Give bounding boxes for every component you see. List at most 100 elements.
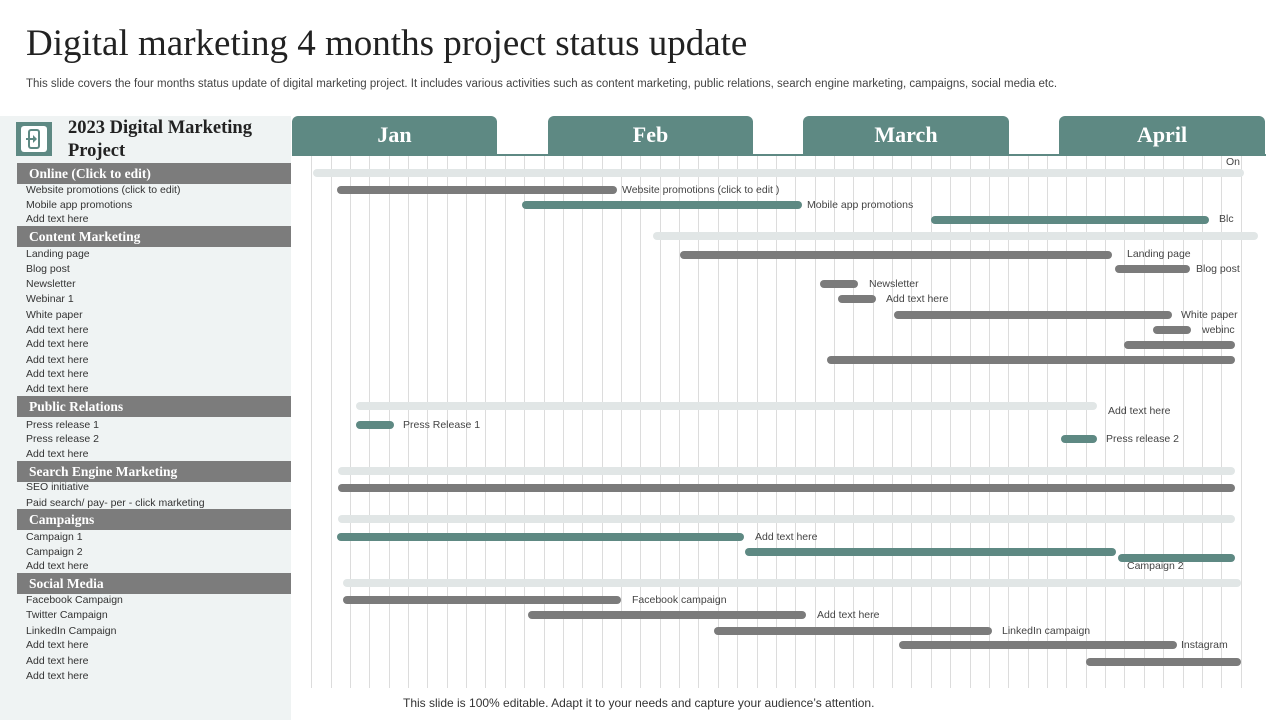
list-item: Add text here <box>26 338 89 350</box>
bar-label: Landing page <box>1127 248 1191 260</box>
grid-line <box>408 156 409 688</box>
bar-label: Add text here <box>755 531 818 543</box>
grid-line <box>1163 156 1164 688</box>
list-item: Add text here <box>26 324 89 336</box>
page-title: Digital marketing 4 months project statu… <box>26 23 748 64</box>
summary-bar-search-engine-marketing <box>338 467 1235 475</box>
summary-bar-public-relations <box>356 402 1097 410</box>
list-item: Blog post <box>26 263 70 275</box>
bar-label: Blog post <box>1196 263 1240 275</box>
grid-line <box>776 156 777 688</box>
grid-line <box>853 156 854 688</box>
bar-label: webinc <box>1202 324 1235 336</box>
list-item: SEO initiative <box>26 481 90 493</box>
task-bar <box>827 356 1235 364</box>
list-item: Webinar 1 <box>26 293 74 305</box>
task-bar-instagram <box>899 641 1177 649</box>
bar-label: Press release 2 <box>1106 433 1179 445</box>
task-bar-linkedin-campaign <box>714 627 992 635</box>
list-item: Mobile app promotions <box>26 199 133 211</box>
grid-line <box>679 156 680 688</box>
month-header-april: April <box>1059 116 1265 154</box>
task-bar-campaign-2 <box>745 548 1116 556</box>
task-bar-landing-page <box>680 251 1112 259</box>
task-bar-webinc <box>1153 326 1191 334</box>
footer-note: This slide is 100% editable. Adapt it to… <box>403 696 875 710</box>
task-bar-webinar <box>838 295 876 303</box>
list-item: Add text here <box>26 639 89 651</box>
grid-line <box>950 156 951 688</box>
grid-line <box>1066 156 1067 688</box>
bar-label: Press Release 1 <box>403 419 481 431</box>
grid-line <box>931 156 932 688</box>
task-bar <box>1086 658 1241 666</box>
category-search-engine-marketing: Search Engine Marketing <box>17 461 291 482</box>
bar-label: Add text here <box>886 293 949 305</box>
month-header-jan: Jan <box>292 116 497 154</box>
task-bar-website-promotions <box>337 186 617 194</box>
grid-line <box>757 156 758 688</box>
grid-line <box>815 156 816 688</box>
grid-line <box>718 156 719 688</box>
bar-label: Add text here <box>1108 405 1171 417</box>
grid-line <box>989 156 990 688</box>
grid-line <box>505 156 506 688</box>
bar-label: Mobile app promotions <box>807 199 914 211</box>
month-header-feb: Feb <box>548 116 753 154</box>
bar-label: White paper <box>1181 309 1238 321</box>
grid-line <box>1028 156 1029 688</box>
grid-line <box>427 156 428 688</box>
grid-line <box>1144 156 1145 688</box>
grid-line <box>350 156 351 688</box>
grid-line <box>1202 156 1203 688</box>
task-bar-blc <box>931 216 1209 224</box>
list-item: Add text here <box>26 368 89 380</box>
list-item: Add text here <box>26 354 89 366</box>
grid-line <box>311 156 312 688</box>
list-item: White paper <box>26 309 83 321</box>
bar-label: On <box>1226 156 1241 168</box>
activity-sidebar <box>0 116 291 720</box>
bar-label: Website promotions (click to edit ) <box>622 184 780 196</box>
task-bar-press-release-1 <box>356 421 394 429</box>
summary-bar-campaigns <box>338 515 1235 523</box>
grid-line <box>660 156 661 688</box>
bar-label: LinkedIn campaign <box>1002 625 1091 637</box>
project-title: 2023 Digital Marketing Project <box>68 118 252 161</box>
category-content-marketing: Content Marketing <box>17 226 291 247</box>
list-item: Landing page <box>26 248 90 260</box>
category-public-relations: Public Relations <box>17 396 291 417</box>
category-online: Online (Click to edit) <box>17 163 291 184</box>
list-item: Facebook Campaign <box>26 594 123 606</box>
grid-line <box>873 156 874 688</box>
list-item: LinkedIn Campaign <box>26 625 117 637</box>
list-item: Website promotions (click to edit) <box>26 184 181 196</box>
grid-line <box>466 156 467 688</box>
grid-line <box>485 156 486 688</box>
grid-line <box>640 156 641 688</box>
grid-line <box>892 156 893 688</box>
grid-line <box>1105 156 1106 688</box>
grid-line <box>911 156 912 688</box>
timeline-header-line <box>292 154 1266 156</box>
grid-line <box>1124 156 1125 688</box>
summary-bar-content-marketing <box>653 232 1258 240</box>
bar-label: Add text here <box>817 609 880 621</box>
grid-line <box>447 156 448 688</box>
list-item: Add text here <box>26 560 89 572</box>
list-item: Add text here <box>26 655 89 667</box>
category-campaigns: Campaigns <box>17 509 291 530</box>
page-subtitle: This slide covers the four months status… <box>26 78 1058 90</box>
grid-line <box>1221 156 1222 688</box>
grid-line <box>698 156 699 688</box>
task-bar-mobile-app-promotions <box>522 201 802 209</box>
task-bar-newsletter <box>820 280 858 288</box>
grid-line <box>602 156 603 688</box>
month-header-march: March <box>803 116 1009 154</box>
grid-line <box>563 156 564 688</box>
grid-line <box>1008 156 1009 688</box>
grid-line <box>524 156 525 688</box>
task-bar-press-release-2 <box>1061 435 1097 443</box>
summary-bar-social-media <box>343 579 1241 587</box>
task-bar-twitter-campaign <box>528 611 806 619</box>
